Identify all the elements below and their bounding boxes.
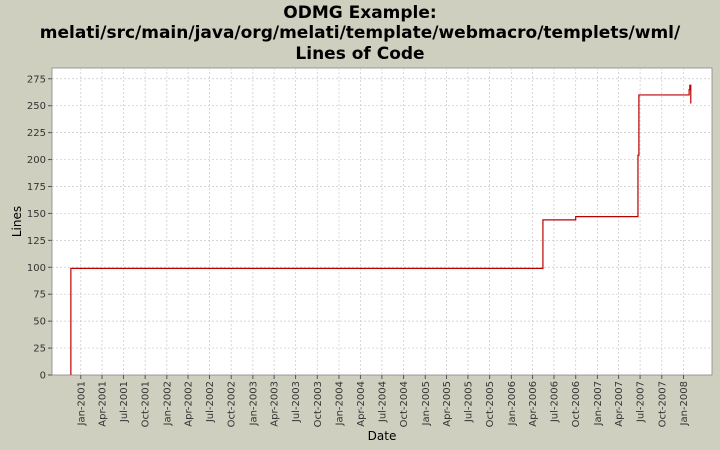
x-tick-label: Jul-2006	[550, 381, 561, 423]
x-axis: Jan-2001 Apr-2001 Jul-2001 Oct-2001 Jan-2002…	[76, 375, 690, 427]
x-tick-label: Oct-2004	[399, 381, 410, 427]
x-tick-label: Apr-2003	[270, 381, 281, 427]
y-tick-label: 125	[27, 236, 46, 247]
x-tick-label: Apr-2006	[528, 381, 539, 427]
chart-title-line-3: Lines of Code	[295, 44, 425, 64]
x-tick-label: Jul-2007	[636, 381, 647, 423]
y-tick-label: 150	[27, 209, 46, 220]
x-tick-label: Oct-2006	[571, 381, 582, 427]
x-tick-label: Jul-2003	[291, 381, 302, 423]
x-tick-label: Oct-2005	[485, 381, 496, 427]
y-tick-label: 175	[27, 182, 46, 193]
grid-lines	[52, 68, 712, 375]
x-tick-label: Jan-2006	[507, 381, 518, 426]
y-tick-label: 0	[40, 371, 46, 382]
chart-title-line-1: ODMG Example:	[283, 3, 437, 23]
x-tick-label: Apr-2002	[184, 381, 195, 427]
x-tick-label: Jan-2007	[593, 381, 604, 426]
y-tick-label: 200	[27, 155, 46, 166]
x-tick-label: Oct-2003	[313, 381, 324, 427]
x-tick-label: Jul-2004	[377, 381, 388, 423]
y-axis: 0 25 50 75 100 125 150 175 200 225 250 275	[27, 74, 52, 382]
y-axis-label: Lines	[10, 206, 24, 237]
y-tick-label: 25	[33, 344, 46, 355]
x-tick-label: Oct-2001	[141, 381, 152, 427]
x-tick-label: Jan-2008	[679, 381, 690, 426]
x-tick-label: Jan-2002	[162, 381, 173, 426]
y-tick-label: 225	[27, 128, 46, 139]
x-tick-label: Apr-2005	[442, 381, 453, 427]
x-tick-label: Jan-2004	[334, 381, 345, 426]
y-tick-label: 275	[27, 74, 46, 85]
y-tick-label: 50	[33, 317, 46, 328]
x-tick-label: Apr-2007	[614, 381, 625, 427]
series-line	[70, 84, 692, 375]
x-tick-label: Jan-2005	[421, 381, 432, 426]
x-tick-label: Jul-2005	[463, 381, 474, 423]
y-tick-label: 250	[27, 101, 46, 112]
chart-title-line-2: melati/src/main/java/org/melati/template…	[39, 23, 681, 43]
x-tick-label: Apr-2001	[97, 381, 108, 427]
x-tick-label: Jul-2001	[119, 381, 130, 423]
x-tick-label: Jul-2002	[205, 381, 216, 423]
x-axis-label: Date	[368, 429, 397, 443]
x-tick-label: Jan-2003	[248, 381, 259, 426]
y-tick-label: 75	[33, 290, 46, 301]
x-tick-label: Apr-2004	[356, 381, 367, 427]
y-tick-label: 100	[27, 263, 46, 274]
x-tick-label: Oct-2002	[227, 381, 238, 427]
x-tick-label: Jan-2001	[76, 381, 87, 426]
x-tick-label: Oct-2007	[657, 381, 668, 427]
